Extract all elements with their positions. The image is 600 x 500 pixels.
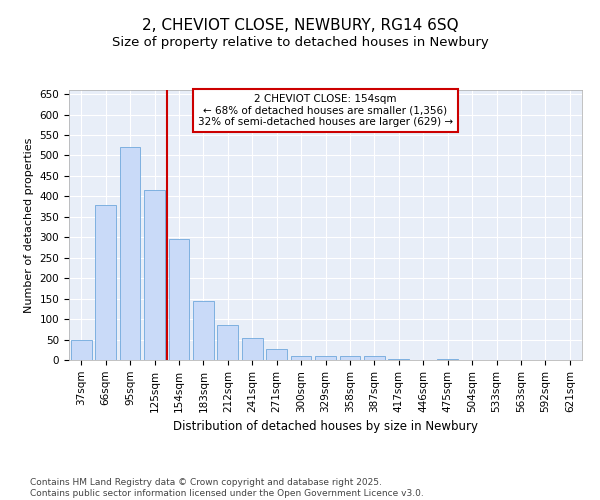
Bar xyxy=(388,359,409,360)
Bar xyxy=(242,338,263,360)
Bar xyxy=(315,356,336,360)
Bar xyxy=(217,325,238,360)
Bar xyxy=(144,190,165,360)
Bar xyxy=(364,356,385,360)
Bar xyxy=(71,340,92,360)
Bar xyxy=(193,300,214,360)
Bar xyxy=(290,356,311,360)
X-axis label: Distribution of detached houses by size in Newbury: Distribution of detached houses by size … xyxy=(173,420,478,433)
Text: 2, CHEVIOT CLOSE, NEWBURY, RG14 6SQ: 2, CHEVIOT CLOSE, NEWBURY, RG14 6SQ xyxy=(142,18,458,32)
Bar xyxy=(119,148,140,360)
Text: Size of property relative to detached houses in Newbury: Size of property relative to detached ho… xyxy=(112,36,488,49)
Y-axis label: Number of detached properties: Number of detached properties xyxy=(24,138,34,312)
Bar xyxy=(340,356,361,360)
Text: 2 CHEVIOT CLOSE: 154sqm
← 68% of detached houses are smaller (1,356)
32% of semi: 2 CHEVIOT CLOSE: 154sqm ← 68% of detache… xyxy=(198,94,453,127)
Bar xyxy=(437,359,458,360)
Text: Contains HM Land Registry data © Crown copyright and database right 2025.
Contai: Contains HM Land Registry data © Crown c… xyxy=(30,478,424,498)
Bar xyxy=(266,348,287,360)
Bar xyxy=(95,204,116,360)
Bar xyxy=(169,240,190,360)
